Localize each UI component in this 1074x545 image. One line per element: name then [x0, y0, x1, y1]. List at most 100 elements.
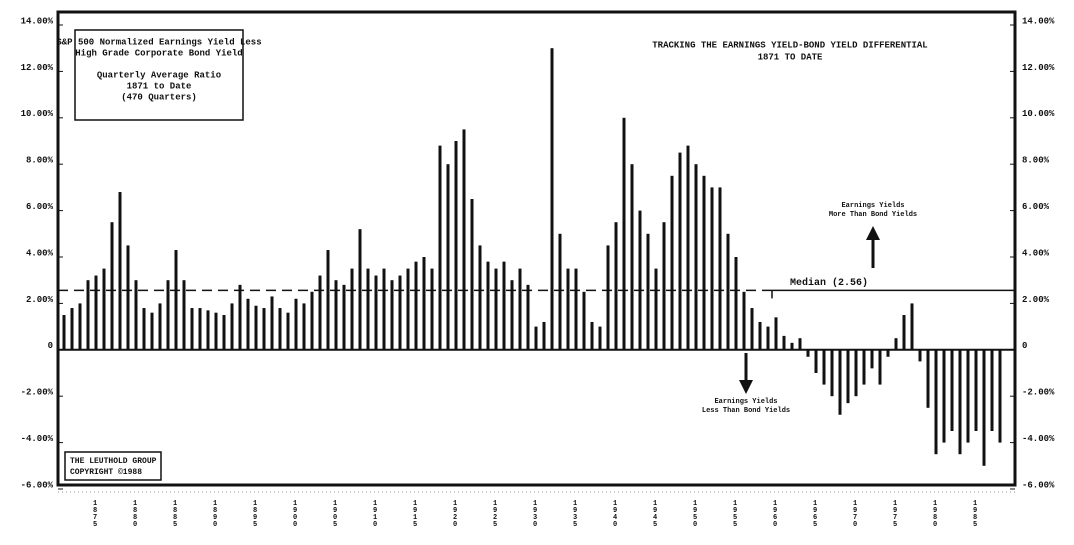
bar — [718, 187, 722, 350]
x-tick-label: 1915 — [411, 500, 419, 528]
bar — [334, 280, 338, 350]
x-tick-label: 1960 — [771, 500, 779, 528]
y2-tick-label: 2.00% — [1022, 295, 1050, 305]
bar — [830, 349, 834, 397]
bar — [174, 250, 178, 350]
bar — [838, 349, 842, 415]
x-tick-label: 1955 — [731, 500, 739, 528]
y2-tick-label: -6.00% — [1022, 480, 1055, 490]
bar — [558, 233, 562, 350]
x-tick-label: 1880 — [131, 500, 139, 528]
bar — [606, 245, 610, 350]
bar — [526, 284, 530, 350]
bar — [190, 308, 194, 350]
bar — [870, 349, 874, 369]
bar — [950, 349, 954, 431]
bar — [862, 349, 866, 385]
annotation: More Than Bond Yields — [829, 211, 917, 219]
credit: COPYRIGHT ©1988 — [70, 468, 142, 477]
x-tick-label: 1970 — [851, 500, 859, 528]
bar — [382, 268, 386, 350]
plot-frame — [56, 10, 1017, 487]
arrow-head — [739, 380, 753, 394]
bar — [470, 199, 474, 350]
bar — [230, 303, 234, 350]
bar — [598, 326, 602, 350]
bar — [206, 310, 210, 350]
bar — [854, 349, 858, 397]
x-tick-label: 1965 — [811, 500, 819, 528]
x-tick-label: 1985 — [971, 500, 979, 528]
y-tick-label: 14.00% — [21, 16, 54, 26]
annotation: Less Than Bond Yields — [702, 407, 790, 415]
bar — [494, 268, 498, 350]
bar — [94, 275, 98, 350]
y2-tick-label: 10.00% — [1022, 109, 1055, 119]
bar — [438, 145, 442, 350]
y-tick-label: -2.00% — [21, 388, 54, 398]
bar — [630, 164, 634, 350]
credit: THE LEUTHOLD GROUP — [70, 457, 157, 466]
bar — [142, 308, 146, 350]
bar — [422, 257, 426, 350]
bar — [358, 229, 362, 350]
bar — [966, 349, 970, 443]
bar — [414, 261, 418, 350]
x-tick-label: 1925 — [491, 500, 499, 528]
x-tick-label: 1905 — [331, 500, 339, 528]
bar — [886, 349, 890, 357]
subtitle: Quarterly Average Ratio — [97, 70, 221, 80]
y-tick-label: 4.00% — [26, 248, 54, 258]
y2-tick-label: -4.00% — [1022, 434, 1055, 444]
bar — [614, 222, 618, 350]
bar — [214, 312, 218, 350]
bar — [350, 268, 354, 350]
bar — [758, 321, 762, 350]
bar — [822, 349, 826, 385]
bar — [790, 342, 794, 350]
bar — [774, 317, 778, 350]
bar — [102, 268, 106, 350]
bar — [446, 164, 450, 350]
bar — [278, 308, 282, 350]
bar — [134, 280, 138, 350]
bar — [390, 280, 394, 350]
bar — [342, 284, 346, 350]
bar — [486, 261, 490, 350]
bar — [406, 268, 410, 350]
bar — [766, 326, 770, 350]
bar — [310, 291, 314, 350]
bar — [462, 129, 466, 350]
bar — [742, 291, 746, 350]
annotation: Earnings Yields — [714, 398, 777, 406]
y-tick-label: 0 — [48, 341, 53, 351]
bar — [110, 222, 114, 350]
bar — [726, 233, 730, 350]
bar — [998, 349, 1002, 443]
chart-title: TRACKING THE EARNINGS YIELD-BOND YIELD D… — [652, 40, 927, 50]
x-tick-label: 1920 — [451, 500, 459, 528]
subtitle: 1871 to Date — [127, 81, 192, 91]
x-tick-label: 1910 — [371, 500, 379, 528]
annotation: Earnings Yields — [841, 202, 904, 210]
bar — [286, 312, 290, 350]
bar — [454, 141, 458, 350]
y2-tick-label: 4.00% — [1022, 248, 1050, 258]
bar — [582, 291, 586, 350]
bar — [366, 268, 370, 350]
bar — [70, 308, 74, 350]
y2-tick-label: 6.00% — [1022, 202, 1050, 212]
bar — [734, 257, 738, 350]
bar — [254, 305, 258, 350]
bar — [118, 192, 122, 350]
y-tick-label: -4.00% — [21, 434, 54, 444]
x-tick-label: 1885 — [171, 500, 179, 528]
bar — [678, 152, 682, 350]
bar — [478, 245, 482, 350]
bar — [646, 233, 650, 350]
x-tick-label: 1875 — [91, 500, 99, 528]
bar — [926, 349, 930, 408]
bar — [974, 349, 978, 431]
bar — [294, 298, 298, 350]
